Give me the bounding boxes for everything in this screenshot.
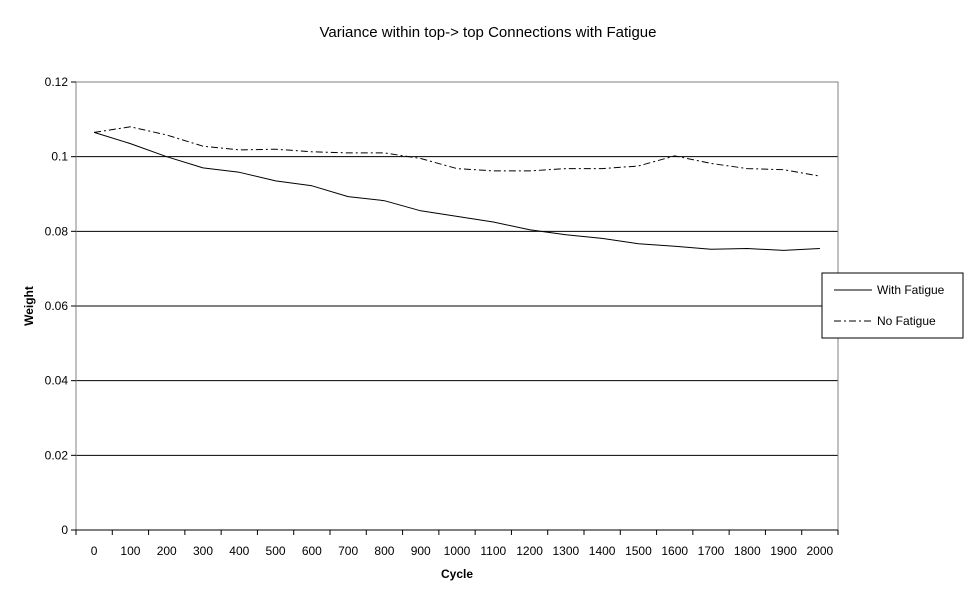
x-tick-label: 600 (302, 544, 322, 558)
y-tick-label: 0.06 (45, 299, 69, 313)
x-tick-label: 1600 (661, 544, 688, 558)
y-tick-label: 0.04 (45, 374, 69, 388)
x-tick-label: 300 (193, 544, 213, 558)
x-tick-label: 0 (91, 544, 98, 558)
x-tick-label: 1900 (770, 544, 797, 558)
y-tick-label: 0.02 (45, 448, 69, 462)
x-tick-label: 1200 (516, 544, 543, 558)
x-tick-label: 1800 (734, 544, 761, 558)
x-axis: 0 100 200 300 400 500 600 700 800 900 1000 1100 1200… (75, 529, 839, 558)
grid-lines (76, 81, 838, 531)
x-tick-label: 1500 (625, 544, 652, 558)
x-tick-label: 100 (120, 544, 140, 558)
y-tick-label: 0 (61, 523, 68, 537)
x-tick-label: 700 (338, 544, 358, 558)
legend-label-no-fatigue: No Fatigue (877, 314, 936, 328)
chart-title: Variance within top-> top Connections wi… (320, 24, 657, 41)
y-tick-label: 0.1 (51, 150, 68, 164)
x-tick-label: 400 (229, 544, 249, 558)
legend-box (821, 272, 964, 339)
x-tick-label: 1400 (589, 544, 616, 558)
x-axis-title: Cycle (441, 567, 473, 581)
x-tick-label: 800 (374, 544, 394, 558)
series-line-with-fatigue (93, 131, 820, 251)
x-tick-label: 1300 (553, 544, 580, 558)
x-tick-label: 1700 (698, 544, 725, 558)
legend: With Fatigue No Fatigue (821, 272, 964, 339)
x-tick-label: 500 (266, 544, 286, 558)
x-tick-label: 900 (411, 544, 431, 558)
x-tick-label: 1000 (444, 544, 471, 558)
x-tick-label: 1100 (480, 544, 506, 558)
y-tick-label: 0.08 (45, 224, 69, 238)
legend-label-with-fatigue: With Fatigue (877, 283, 945, 297)
y-tick-label: 0.12 (45, 75, 69, 89)
y-axis: 0 0.02 0.04 0.06 0.08 0.1 0.12 (45, 75, 76, 537)
x-tick-label: 2000 (807, 544, 834, 558)
series-lines (93, 126, 820, 251)
series-line-no-fatigue (94, 126, 820, 177)
x-tick-label: 200 (157, 544, 177, 558)
y-axis-title: Weight (22, 286, 36, 326)
